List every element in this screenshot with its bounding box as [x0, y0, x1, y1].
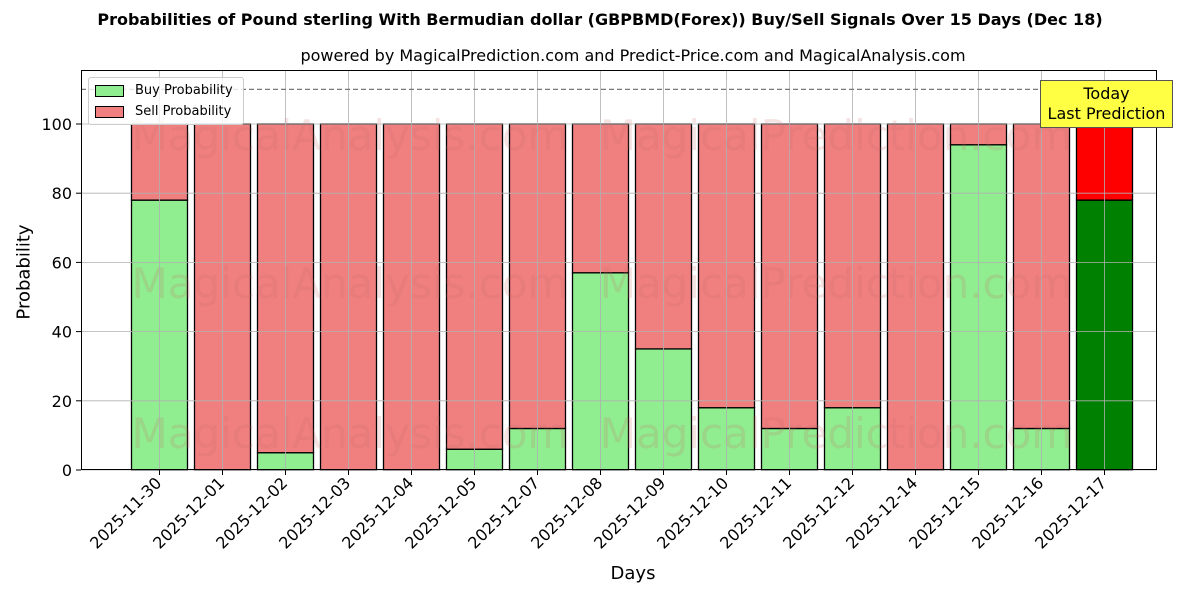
y-tick-label: 80 — [52, 184, 72, 203]
legend-buy-label: Buy Probability — [135, 83, 233, 98]
legend-item-sell: Sell Probability — [95, 104, 231, 119]
watermark: MagicalAnalysis.com — [132, 409, 569, 458]
legend-sell-label: Sell Probability — [135, 104, 232, 119]
y-tick-label: 0 — [62, 461, 72, 480]
sell-swatch-icon — [95, 105, 124, 118]
annotation-line2: Last Prediction — [1047, 104, 1166, 123]
watermark: MagicalPrediction.com — [600, 409, 1073, 458]
today-annotation: Today Last Prediction — [1040, 80, 1173, 128]
y-tick-label: 40 — [52, 323, 72, 342]
chart-subtitle: powered by MagicalPrediction.com and Pre… — [300, 46, 966, 65]
watermark: MagicalAnalysis.com — [132, 259, 569, 308]
legend-item-buy: Buy Probability — [95, 83, 233, 98]
x-axis-label: Days — [610, 563, 656, 584]
y-tick-label: 20 — [52, 392, 72, 411]
plot-area — [81, 70, 1157, 470]
y-tick-label: 60 — [52, 253, 72, 272]
y-axis-label: Probability — [13, 224, 35, 320]
buy-swatch-icon — [95, 84, 124, 97]
y-tick-label: 100 — [41, 115, 72, 134]
chart-title: Probabilities of Pound sterling With Ber… — [97, 10, 1103, 29]
watermark: MagicalPrediction.com — [600, 259, 1073, 308]
legend: Buy Probability Sell Probability — [88, 77, 244, 125]
watermark: MagicalPrediction.com — [600, 111, 1073, 160]
annotation-line1: Today — [1083, 84, 1130, 103]
